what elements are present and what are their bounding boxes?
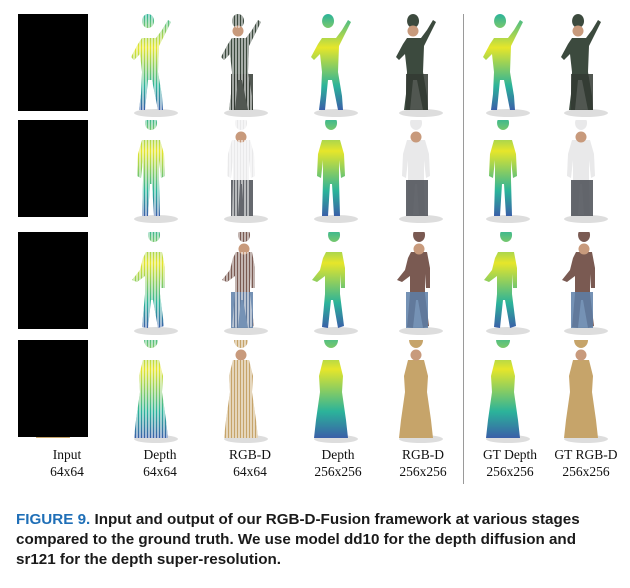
thumbnail-r1-c5 <box>383 14 449 119</box>
column-label-depth-64: Depth 64x64 <box>143 447 177 479</box>
thumbnail-r1-c7 <box>548 14 614 119</box>
caption-text: Input and output of our RGB-D-Fusion fra… <box>16 511 580 568</box>
thumbnail-r3-c6 <box>470 232 536 337</box>
thumbnail-r4-c7 <box>548 340 614 445</box>
column-label-rgbd-256: RGB-D 256x256 <box>399 447 447 479</box>
thumbnail-r1-c1 <box>18 14 88 119</box>
thumbnail-r3-c3 <box>208 232 274 337</box>
thumbnail-r2-c2 <box>118 120 184 225</box>
thumbnail-r3-c2 <box>118 232 184 337</box>
thumbnail-r4-c3 <box>208 340 274 445</box>
figure-grid: Input 64x64 Depth 64x64 RGB-D 64x64 Depth 25… <box>50 14 618 484</box>
thumbnail-r4-c1 <box>18 340 88 445</box>
thumbnail-r2-c6 <box>470 120 536 225</box>
thumbnail-r3-c4 <box>298 232 364 337</box>
figure-label: FIGURE 9. <box>16 511 91 528</box>
thumbnail-r1-c4 <box>298 14 364 119</box>
column-label-rgbd-64: RGB-D 64x64 <box>228 447 271 479</box>
thumbnail-r4-c2 <box>118 340 184 445</box>
thumbnail-r2-c3 <box>208 120 274 225</box>
ground-truth-divider <box>463 14 464 484</box>
figure-caption: FIGURE 9. Input and output of our RGB-D-… <box>16 510 616 570</box>
thumbnail-r4-c4 <box>298 340 364 445</box>
column-label-gt-depth: GT Depth 256x256 <box>482 447 538 479</box>
thumbnail-r4-c5 <box>383 340 449 445</box>
thumbnail-r2-c7 <box>548 120 614 225</box>
column-label-gt-rgbd: GT RGB-D 256x256 <box>554 447 618 479</box>
column-label-input: Input 64x64 <box>50 447 84 479</box>
thumbnail-r1-c3 <box>208 14 274 119</box>
column-label-depth-256: Depth 256x256 <box>314 447 362 479</box>
thumbnail-r3-c5 <box>383 232 449 337</box>
thumbnail-r1-c6 <box>470 14 536 119</box>
thumbnail-r2-c4 <box>298 120 364 225</box>
thumbnail-r4-c6 <box>470 340 536 445</box>
thumbnail-r2-c5 <box>383 120 449 225</box>
thumbnail-r2-c1 <box>18 120 88 225</box>
thumbnail-r1-c2 <box>118 14 184 119</box>
thumbnail-r3-c7 <box>548 232 614 337</box>
thumbnail-r3-c1 <box>18 232 88 337</box>
